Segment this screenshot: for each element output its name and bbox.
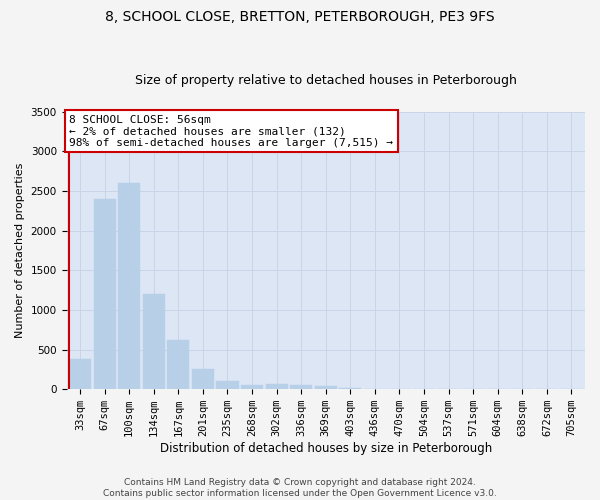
- Bar: [290, 386, 312, 389]
- Bar: [69, 360, 91, 389]
- Bar: [167, 340, 190, 389]
- Bar: [143, 294, 165, 389]
- Bar: [315, 386, 337, 389]
- Bar: [241, 385, 263, 389]
- Y-axis label: Number of detached properties: Number of detached properties: [15, 163, 25, 338]
- Bar: [118, 183, 140, 389]
- Text: 8, SCHOOL CLOSE, BRETTON, PETERBOROUGH, PE3 9FS: 8, SCHOOL CLOSE, BRETTON, PETERBOROUGH, …: [105, 10, 495, 24]
- Text: 8 SCHOOL CLOSE: 56sqm
← 2% of detached houses are smaller (132)
98% of semi-deta: 8 SCHOOL CLOSE: 56sqm ← 2% of detached h…: [69, 114, 393, 148]
- Bar: [192, 370, 214, 389]
- Bar: [94, 199, 116, 389]
- X-axis label: Distribution of detached houses by size in Peterborough: Distribution of detached houses by size …: [160, 442, 492, 455]
- Bar: [339, 388, 361, 389]
- Title: Size of property relative to detached houses in Peterborough: Size of property relative to detached ho…: [135, 74, 517, 87]
- Bar: [217, 380, 239, 389]
- Bar: [266, 384, 287, 389]
- Text: Contains HM Land Registry data © Crown copyright and database right 2024.
Contai: Contains HM Land Registry data © Crown c…: [103, 478, 497, 498]
